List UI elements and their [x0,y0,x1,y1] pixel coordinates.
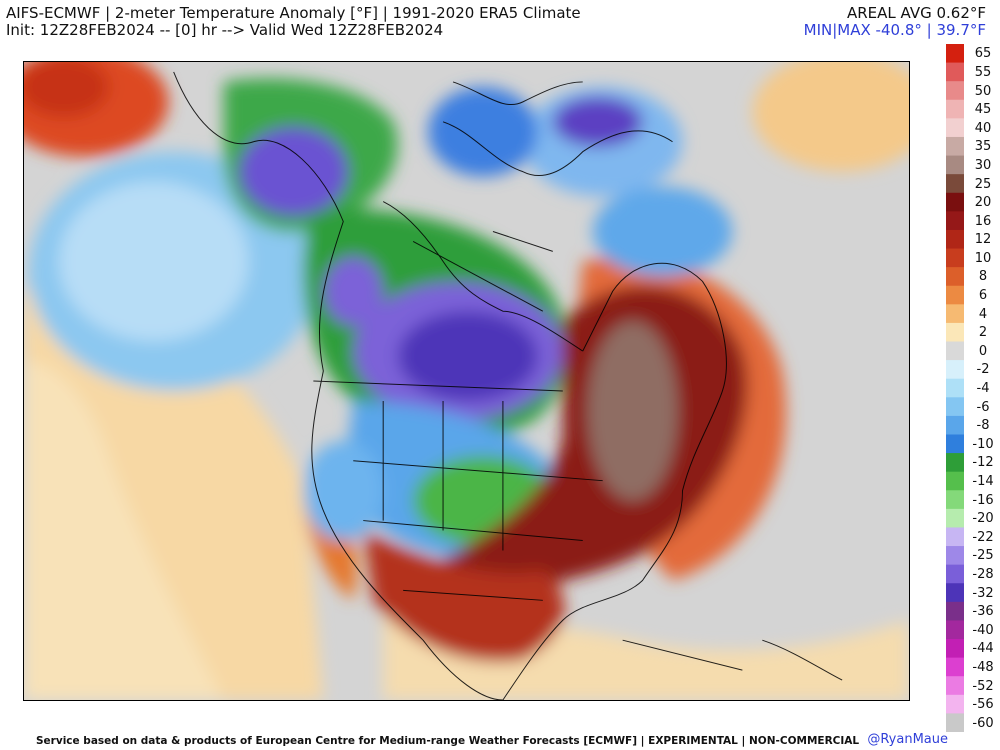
colorbar-swatch [946,601,964,622]
colorbar-tick-label: -48 [972,659,994,675]
colorbar-tick-label: 55 [974,64,992,80]
colorbar-tick-label: 25 [974,176,992,192]
areal-average-readout: AREAL AVG 0.62°F [846,4,986,22]
colorbar-tick-label: -8 [976,418,990,434]
colorbar-swatch [946,285,964,305]
colorbar-swatch [946,397,964,417]
colorbar-swatch [946,174,964,194]
map-subtitle-init-valid: Init: 12Z28FEB2024 -- [0] hr --> Valid W… [6,21,444,39]
anomaly-field [24,62,909,700]
temperature-anomaly-map [23,61,910,701]
min-max-readout: MIN|MAX -40.8° | 39.7°F [803,21,986,39]
colorbar-swatch [946,527,964,547]
colorbar-tick-label: 12 [974,232,992,248]
colorbar-tick-label: -25 [972,548,994,564]
colorbar-swatch [946,657,964,677]
colorbar-swatch [946,192,964,212]
colorbar-swatch [946,639,964,659]
colorbar-tick-label: 50 [974,83,992,99]
colorbar-tick-label: -52 [972,678,994,694]
colorbar-swatch [946,81,964,101]
colorbar-swatch [946,136,964,157]
colorbar-swatch [946,62,964,82]
colorbar-swatch [946,229,964,250]
colorbar-swatch [946,583,964,603]
colorbar-swatch [946,490,964,510]
colorbar-tick-label: 4 [978,306,988,322]
colorbar-swatch [946,546,964,566]
colorbar-tick-label: -60 [972,715,994,731]
colorbar-swatch [946,304,964,324]
data-credit: Service based on data & products of Euro… [36,735,860,747]
colorbar-swatches [946,44,964,732]
colorbar-tick-label: -56 [972,697,994,713]
colorbar-tick-label: -36 [972,604,994,620]
colorbar-tick-label: -40 [972,622,994,638]
colorbar-swatch [946,341,964,361]
colorbar-swatch [946,267,964,287]
map-title: AIFS-ECMWF | 2-meter Temperature Anomaly… [6,4,581,22]
colorbar-swatch [946,471,964,491]
colorbar-tick-label: -6 [976,399,990,415]
colorbar-tick-label: -16 [972,492,994,508]
colorbar-swatch [946,118,964,138]
colorbar-tick-label: 40 [974,120,992,136]
colorbar-swatch [946,99,964,119]
colorbar-tick-label: -22 [972,529,994,545]
author-handle: @RyanMaue [867,732,948,747]
colorbar-tick-label: -28 [972,566,994,582]
colorbar-tick-label: -14 [972,474,994,489]
colorbar-swatch [946,713,964,732]
colorbar-tick-label: 0 [978,343,988,359]
coastline-outlines [173,71,843,700]
colorbar-tick-label: -44 [972,641,994,657]
colorbar-tick-label: 35 [974,139,992,155]
colorbar-swatch [946,694,964,714]
colorbar-tick-label: 2 [978,325,988,341]
colorbar-swatch [946,453,964,473]
colorbar-tick-label: 6 [978,288,988,303]
colorbar-tick-label: 45 [974,102,992,118]
colorbar-swatch [946,360,964,380]
colorbar-tick-label: 30 [974,157,992,173]
colorbar-swatch [946,211,964,231]
colorbar-swatch [946,248,964,268]
colorbar-swatch [946,620,964,640]
colorbar [946,44,964,732]
colorbar-swatch [946,508,964,529]
colorbar-tick-label: 65 [974,46,992,62]
colorbar-swatch [946,44,964,64]
colorbar-swatch [946,564,964,584]
colorbar-tick-label: -32 [972,585,994,601]
colorbar-tick-label: -4 [976,381,990,396]
colorbar-swatch [946,415,964,436]
colorbar-tick-label: -12 [972,455,994,471]
colorbar-swatch [946,155,964,175]
colorbar-tick-label: 10 [974,250,992,266]
colorbar-tick-label: 20 [974,195,992,211]
colorbar-tick-label: -10 [972,436,994,452]
colorbar-tick-label: 8 [978,269,988,285]
colorbar-swatch [946,434,964,454]
colorbar-swatch [946,322,964,343]
colorbar-tick-label: -20 [972,511,994,527]
colorbar-swatch [946,676,964,696]
colorbar-swatch [946,378,964,398]
colorbar-tick-label: 16 [974,213,992,229]
colorbar-tick-label: -2 [976,362,990,378]
